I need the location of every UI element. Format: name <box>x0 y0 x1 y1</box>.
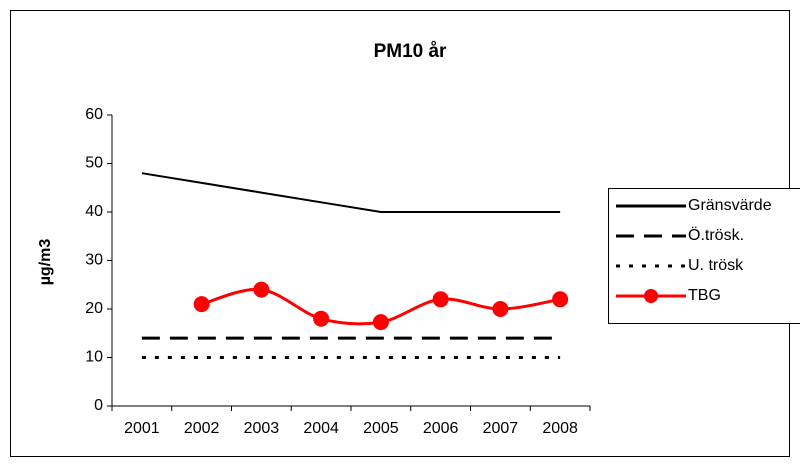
y-tick-label: 30 <box>85 252 103 269</box>
series-line <box>141 172 561 213</box>
y-tick-label: 40 <box>85 203 103 220</box>
y-tick-label: 50 <box>85 155 103 172</box>
legend-label: Ö.trösk. <box>688 226 744 244</box>
x-tick-label: 2006 <box>423 420 459 437</box>
legend-label: U. trösk <box>688 257 744 274</box>
marker <box>313 310 330 327</box>
marker <box>372 314 389 331</box>
x-tick-label: 2008 <box>542 420 578 437</box>
y-axis-label: µg/m3 <box>37 239 54 286</box>
legend-label: Gränsvärde <box>688 197 772 214</box>
x-tick-label: 2002 <box>184 420 220 437</box>
marker <box>432 291 449 308</box>
x-tick-label: 2003 <box>244 420 280 437</box>
y-tick-label: 0 <box>94 397 103 414</box>
chart-title: PM10 år <box>374 41 447 62</box>
marker <box>492 301 509 317</box>
y-tick-label: 10 <box>85 349 103 366</box>
legend-marker <box>644 289 658 303</box>
legend-box <box>608 188 800 324</box>
x-tick-label: 2007 <box>483 420 519 437</box>
legend-label: TBG <box>688 287 721 304</box>
x-tick-label: 2001 <box>124 420 160 437</box>
y-tick-label: 60 <box>85 106 103 123</box>
marker <box>193 296 210 313</box>
y-tick-label: 20 <box>85 300 103 317</box>
x-tick-label: 2004 <box>303 420 339 437</box>
x-tick-label: 2005 <box>363 420 399 437</box>
marker <box>253 281 270 298</box>
marker <box>552 291 569 308</box>
